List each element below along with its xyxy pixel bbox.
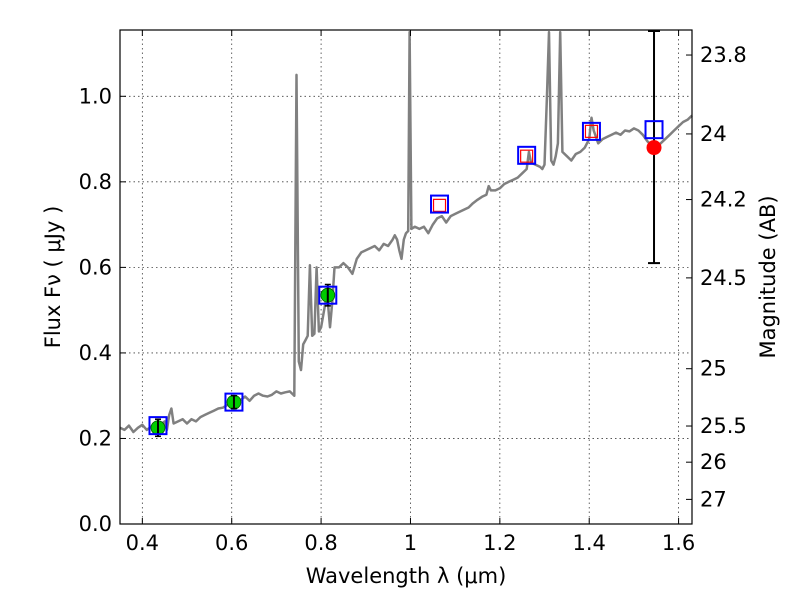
x-tick-label: 1.6: [662, 531, 695, 555]
x-tick-label: 1: [404, 531, 417, 555]
y-tick-label: 0.2: [79, 426, 112, 450]
model-flux-square: [224, 392, 244, 412]
right-tick-label: 23.8: [700, 43, 747, 67]
x-tick-label: 0.8: [304, 531, 337, 555]
y-axis-right-label: Magnitude (AB): [756, 195, 780, 358]
y-tick-label: 0.6: [79, 255, 112, 279]
observed-open-square: [584, 124, 599, 138]
x-tick-label: 1.2: [483, 531, 516, 555]
model-flux-square: [318, 285, 338, 305]
tick-labels: 0.4 0.6 0.8 1 1.2 1.4 1.6 0.0 0.2 0.4 0.6 0.8 1.0 23.…: [79, 43, 747, 555]
y-tick-label: 1.0: [79, 84, 112, 108]
right-tick-label: 24.5: [700, 266, 747, 290]
y-tick-label: 0.4: [79, 341, 112, 365]
grid: [120, 30, 692, 524]
plot-frame: [119, 29, 693, 525]
x-tick-label: 0.4: [126, 531, 159, 555]
series-layer: [119, 30, 693, 434]
right-tick-label: 26: [700, 450, 727, 474]
right-tick-label: 25: [700, 357, 727, 381]
x-axis-label: Wavelength λ (μm): [306, 564, 507, 588]
observed-open-square: [520, 149, 534, 163]
model-flux-square: [644, 120, 664, 140]
model-flux-square: [148, 416, 168, 436]
model-flux-square: [430, 194, 450, 214]
observed-red-point: [646, 140, 662, 156]
observed-open-square: [432, 198, 447, 212]
x-tick-label: 0.6: [215, 531, 248, 555]
markers-layer: [148, 30, 664, 438]
y-axis-left-label: Flux Fν ( μJy ): [41, 206, 65, 349]
model-flux-square: [517, 145, 537, 165]
right-tick-label: 24.2: [700, 188, 747, 212]
x-tick-label: 1.4: [573, 531, 606, 555]
right-tick-label: 27: [700, 487, 727, 511]
model-flux-square: [581, 121, 601, 141]
y-tick-label: 0.0: [79, 512, 112, 536]
ticks-layer: [120, 30, 692, 525]
sed-line: [119, 30, 693, 434]
right-tick-label: 25.5: [700, 414, 747, 438]
right-tick-label: 24: [700, 122, 727, 146]
y-tick-label: 0.8: [79, 170, 112, 194]
